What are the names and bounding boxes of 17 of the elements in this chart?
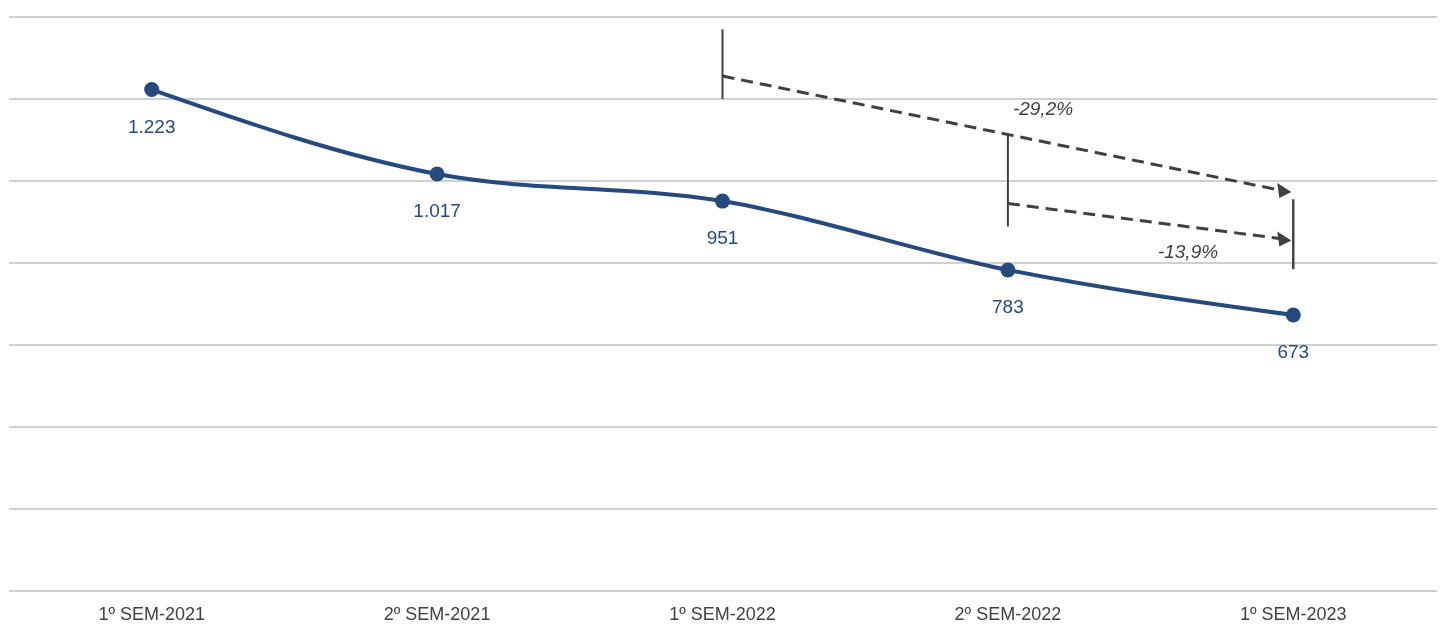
annotation: -29,2% xyxy=(1012,98,1074,119)
x-tick-label: 1º SEM-2022 xyxy=(669,604,776,624)
data-label: 1.223 xyxy=(127,115,176,137)
point xyxy=(715,193,730,209)
data-label: 951 xyxy=(706,227,739,249)
point xyxy=(1000,262,1016,278)
x-tick-label: 2º SEM-2021 xyxy=(383,604,491,624)
point xyxy=(1285,307,1301,323)
data-label: 673 xyxy=(1277,341,1310,363)
data-label: 783 xyxy=(992,295,1024,317)
x-tick-label: 2º SEM-2022 xyxy=(954,604,1062,624)
point xyxy=(144,82,160,98)
x-tick-label: 1º SEM-2023 xyxy=(1239,604,1347,624)
data-label: 1.017 xyxy=(413,200,461,222)
annotation: -13,9% xyxy=(1157,241,1219,262)
point xyxy=(429,166,445,182)
x-tick-label: 1º SEM-2021 xyxy=(98,604,206,624)
